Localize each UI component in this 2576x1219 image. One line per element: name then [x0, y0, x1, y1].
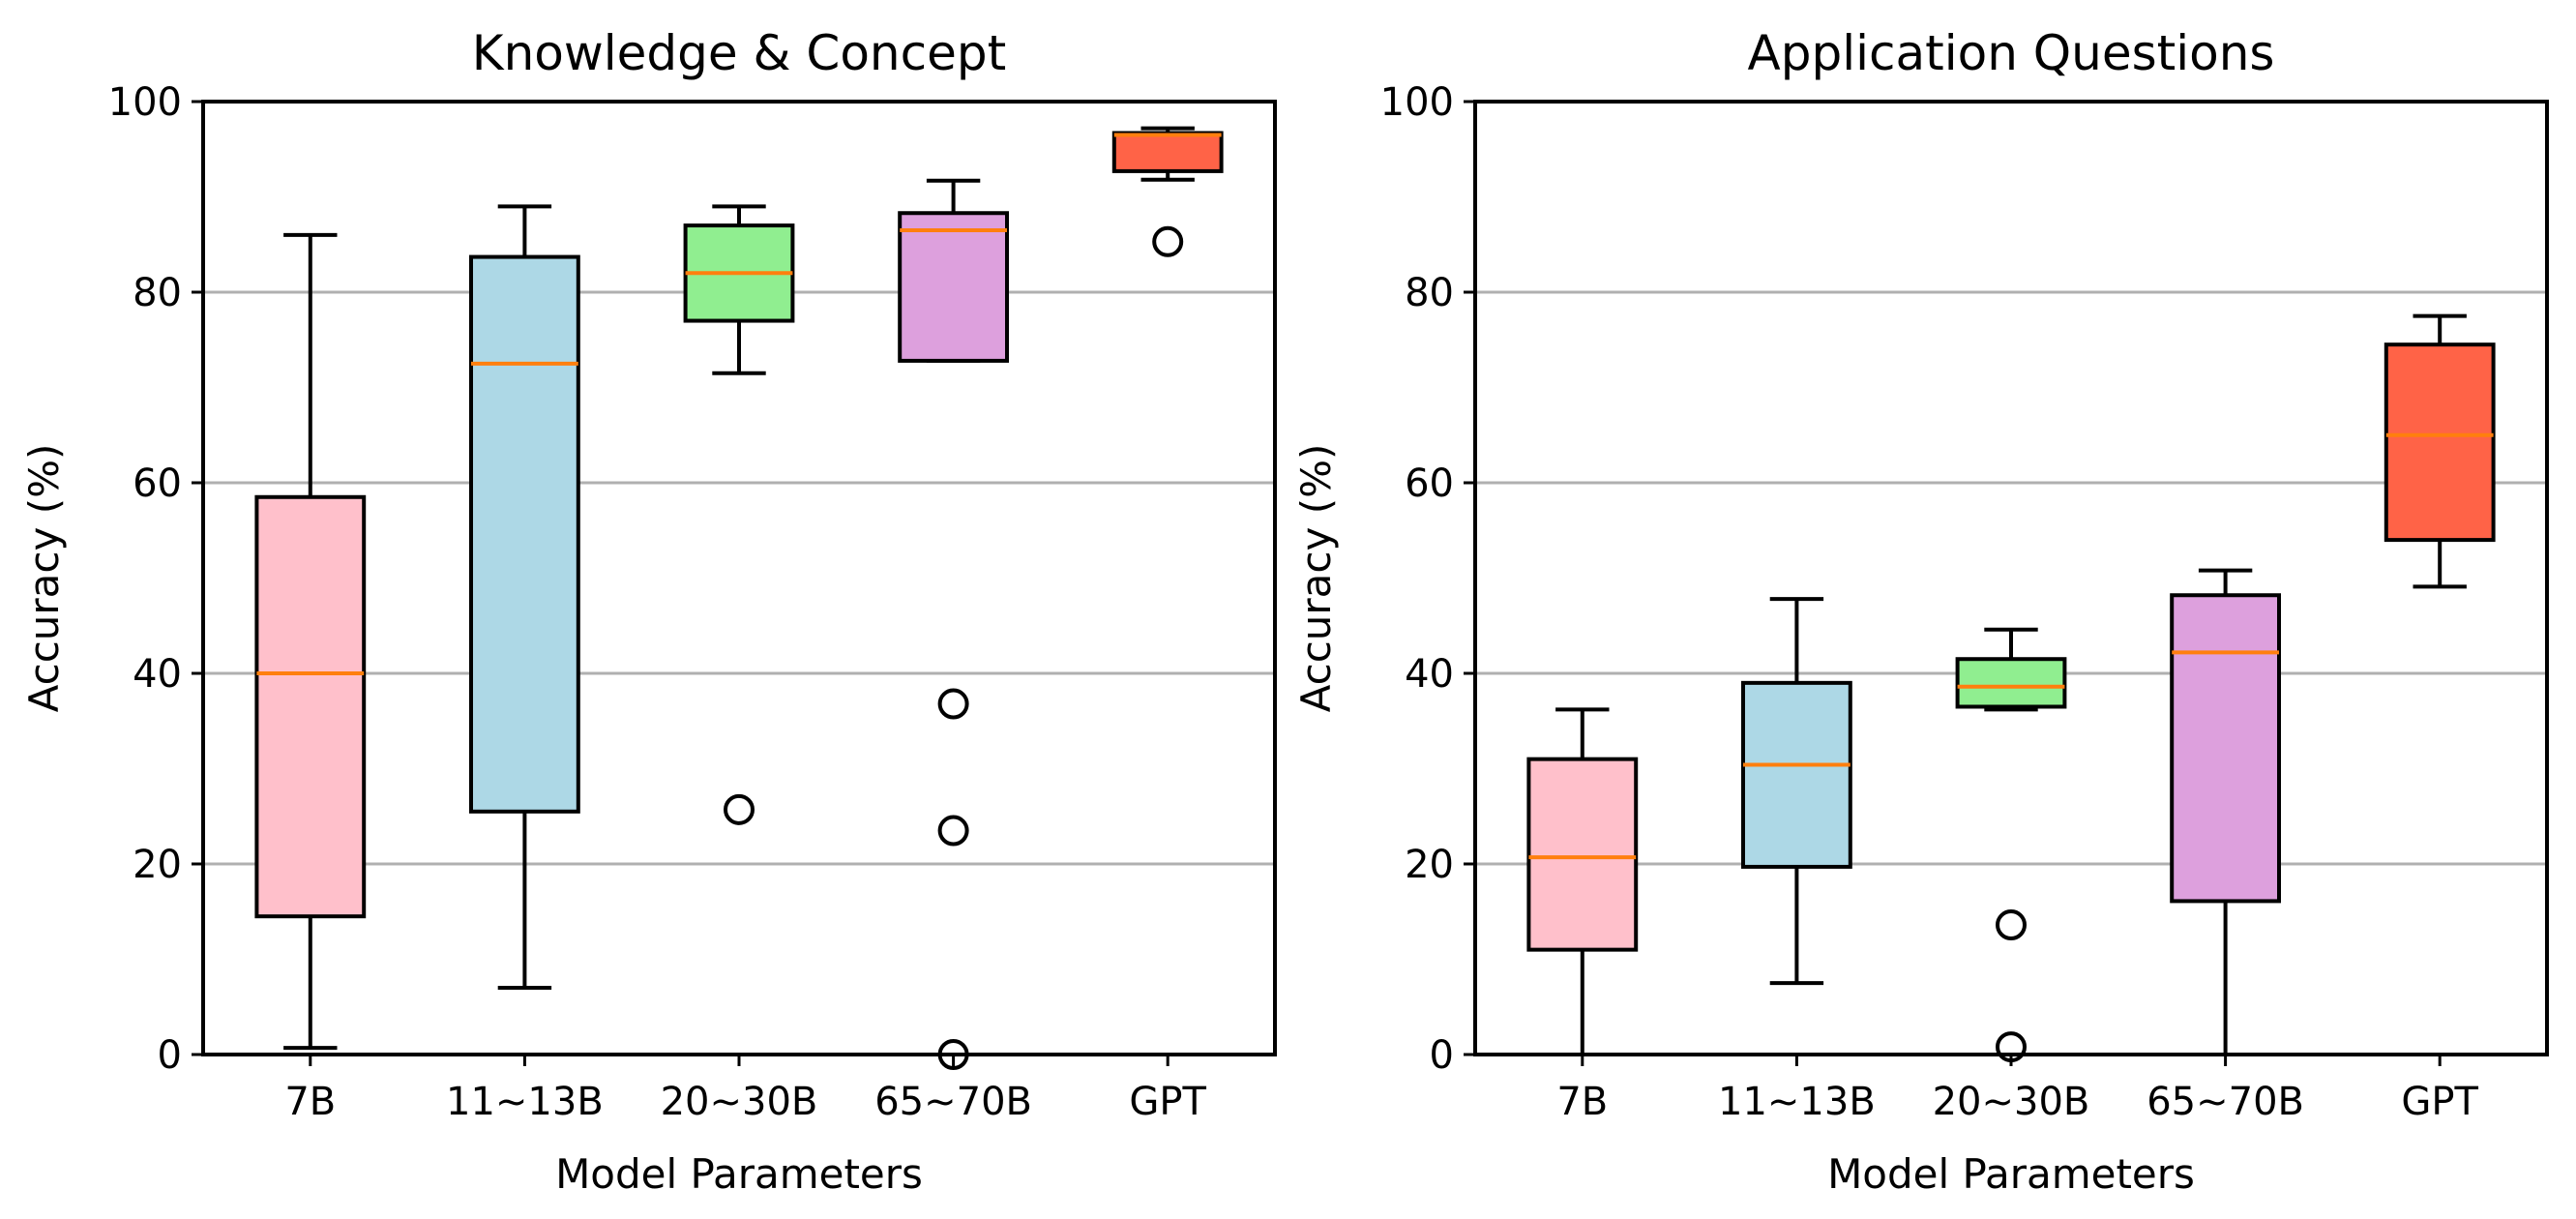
y-tick-label: 80: [1405, 271, 1454, 315]
box-body: [1526, 757, 1639, 952]
x-tick-label: GPT: [1129, 1080, 1206, 1124]
y-tick-label: 80: [133, 271, 182, 315]
y-tick-label: 100: [108, 80, 182, 125]
x-tick-label: 20~30B: [661, 1080, 818, 1124]
y-tick-label: 20: [1405, 843, 1454, 887]
box-11-13b: [1741, 597, 1852, 986]
y-axis-label: Accuracy (%): [20, 444, 68, 713]
box-body: [1741, 680, 1852, 869]
y-tick-label: 20: [133, 843, 182, 887]
box-7b: [254, 232, 367, 1051]
x-tick-label: 65~70B: [2147, 1080, 2304, 1124]
x-tick-label: GPT: [2401, 1080, 2478, 1124]
box-20-30b: [683, 204, 795, 825]
x-tick-label: 65~70B: [874, 1080, 1032, 1124]
box-body: [254, 494, 367, 919]
panel-knowledge-concept: 0 20 40 60 80 100 7B 11~13B 20~30B 65~70B GPT Knowl…: [20, 25, 1277, 1198]
outlier-point: [1996, 909, 2027, 941]
y-tick-label: 60: [1405, 461, 1454, 506]
box-65-70b: [2170, 568, 2281, 1056]
x-tick-label: 20~30B: [1933, 1080, 2090, 1124]
box-gpt: [1111, 126, 1224, 257]
box-20-30b: [1955, 627, 2067, 1063]
y-tick-label: 0: [158, 1033, 182, 1078]
x-tick-label: 11~13B: [1718, 1080, 1876, 1124]
outlier-point: [724, 793, 755, 825]
y-tick-label: 40: [133, 652, 182, 697]
outlier-point: [937, 815, 969, 847]
box-body: [2384, 342, 2496, 543]
x-tick-label: 11~13B: [446, 1080, 604, 1124]
outlier-point: [1152, 225, 1184, 257]
y-tick-label: 0: [1430, 1033, 1454, 1078]
chart-title: Application Questions: [1748, 25, 2275, 81]
box-7b: [1526, 707, 1639, 1056]
y-tick-label: 100: [1380, 80, 1454, 125]
box-body: [898, 211, 1010, 363]
x-axis-label: Model Parameters: [1827, 1150, 2195, 1198]
box-body: [2170, 593, 2281, 904]
box-11-13b: [469, 204, 580, 991]
box-65-70b: [898, 178, 1010, 1070]
x-tick-label: 7B: [1556, 1080, 1608, 1124]
outlier-point: [937, 688, 969, 720]
x-tick-label: 7B: [284, 1080, 336, 1124]
chart-title: Knowledge & Concept: [472, 25, 1006, 81]
box-body: [1111, 131, 1224, 173]
box-body: [469, 254, 580, 814]
x-axis-label: Model Parameters: [555, 1150, 923, 1198]
box-gpt: [2384, 313, 2496, 589]
y-tick-label: 40: [1405, 652, 1454, 697]
y-axis-label: Accuracy (%): [1292, 444, 1340, 713]
box-body: [1955, 657, 2067, 709]
panel-application-questions: 0 20 40 60 80 100 7B 11~13B 20~30B 65~70B GPT Appli…: [1292, 25, 2549, 1198]
y-tick-label: 60: [133, 461, 182, 506]
